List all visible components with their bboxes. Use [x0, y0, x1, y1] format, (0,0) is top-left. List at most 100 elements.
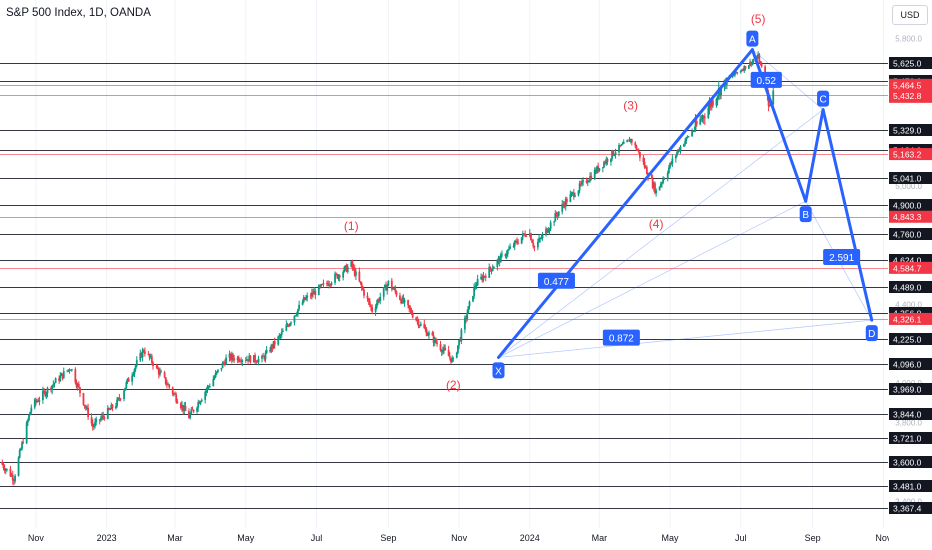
pattern-ratio-label[interactable]: 2.591: [829, 253, 854, 264]
candle-body: [425, 329, 428, 336]
candle-body: [90, 417, 93, 424]
candle-body: [504, 254, 507, 257]
candle-body: [752, 60, 755, 62]
wave-label: (3): [623, 99, 638, 113]
candle-body: [677, 149, 680, 153]
candle-body: [691, 131, 693, 137]
candle-body: [473, 286, 476, 296]
candle-body: [701, 116, 704, 120]
candle-body: [513, 241, 516, 247]
candle-body: [466, 313, 469, 319]
candle-body: [83, 404, 86, 407]
candle-body: [94, 422, 96, 427]
candle-body: [499, 254, 502, 263]
candle-body: [375, 303, 378, 308]
candle-body: [123, 390, 125, 400]
candle-body: [358, 271, 361, 282]
candle-body: [712, 100, 714, 106]
candle-body: [394, 288, 397, 292]
candle-body: [91, 423, 94, 427]
pattern-ratio-label[interactable]: 0.477: [544, 277, 569, 288]
pattern-point-x-label[interactable]: X: [495, 366, 502, 377]
candle-body: [564, 198, 567, 207]
horizontal-levels: [0, 63, 888, 509]
candle-body: [103, 416, 106, 419]
pattern-point-b-label[interactable]: B: [802, 210, 809, 221]
time-axis[interactable]: Nov 2023 Mar May Jul Sep Nov 2024 Mar May Jul Sep No…: [28, 533, 892, 543]
candle-body: [99, 418, 102, 421]
candle-body: [204, 392, 207, 400]
pattern-point-c-label[interactable]: C: [819, 95, 826, 106]
candle-body: [443, 347, 445, 351]
candle-body: [98, 419, 101, 421]
pattern-point-d-badge[interactable]: [865, 325, 878, 342]
pattern-ratio-badge[interactable]: [750, 71, 782, 88]
candle-body: [182, 404, 185, 411]
candle-body: [695, 120, 698, 125]
candle-body: [659, 183, 662, 187]
candle-body: [164, 377, 167, 385]
candle-body: [655, 190, 658, 193]
candle-body: [200, 399, 203, 402]
candle-body: [480, 276, 482, 280]
time-axis-label: Mar: [592, 533, 608, 543]
pattern-ratio-badge[interactable]: [602, 329, 640, 346]
candle-body: [228, 353, 231, 358]
candle-body: [328, 284, 331, 286]
candle-body: [287, 325, 290, 327]
pattern-ratio-badge[interactable]: [823, 248, 861, 265]
candle-body: [630, 139, 633, 143]
currency-button[interactable]: USD: [892, 5, 928, 25]
candle-body: [196, 407, 198, 412]
candle-body: [418, 325, 421, 327]
candle-body: [272, 341, 275, 348]
candle-body: [237, 357, 240, 362]
candle-body: [108, 408, 110, 410]
candle-body: [117, 397, 120, 400]
candle-body: [767, 95, 770, 106]
candle-body: [739, 70, 742, 73]
candle-body: [455, 352, 458, 358]
candle-body: [620, 144, 623, 146]
candle-body: [465, 317, 467, 319]
pattern-point-x-badge[interactable]: [492, 362, 505, 379]
candle-body: [354, 271, 357, 276]
candle-body: [498, 258, 501, 263]
pattern-ratio-label[interactable]: 0.52: [757, 76, 777, 87]
candlesticks: [1, 51, 775, 486]
candle-body: [167, 384, 169, 386]
candle-body: [118, 397, 121, 399]
candle-body: [614, 152, 617, 155]
pattern-ratio-label[interactable]: 0.872: [609, 334, 634, 345]
pattern-point-c-badge[interactable]: [817, 90, 830, 107]
candle-body: [385, 285, 387, 291]
candle-body: [320, 284, 323, 287]
candle-body: [367, 298, 370, 302]
pattern-point-a-badge[interactable]: [746, 30, 759, 47]
candle-body: [666, 172, 669, 179]
candle-body: [514, 240, 517, 242]
candle-body: [265, 349, 268, 353]
candle-body: [678, 149, 681, 151]
candle-body: [528, 233, 531, 237]
pattern-ratio-line: [498, 200, 806, 358]
candle-body: [271, 345, 274, 348]
candle-body: [6, 468, 8, 470]
candle-body: [709, 102, 712, 107]
candle-body: [139, 353, 142, 361]
candle-body: [306, 295, 309, 298]
symbol-title[interactable]: S&P 500 Index, 1D, OANDA: [6, 7, 151, 19]
candle-body: [720, 85, 722, 96]
pattern-point-a-label[interactable]: A: [749, 35, 756, 46]
pattern-point-d-label[interactable]: D: [868, 329, 875, 340]
pattern-point-b-badge[interactable]: [799, 206, 812, 223]
candle-body: [407, 300, 409, 306]
pattern-ratio-badge[interactable]: [537, 272, 575, 289]
candle-body: [147, 353, 150, 355]
candle-body: [368, 301, 371, 306]
candle-body: [229, 353, 232, 360]
candle-body: [277, 336, 280, 345]
candle-body: [225, 357, 227, 365]
harmonic-pattern[interactable]: X A B C D 0.52 0.477 2.591 0.872: [492, 30, 878, 379]
